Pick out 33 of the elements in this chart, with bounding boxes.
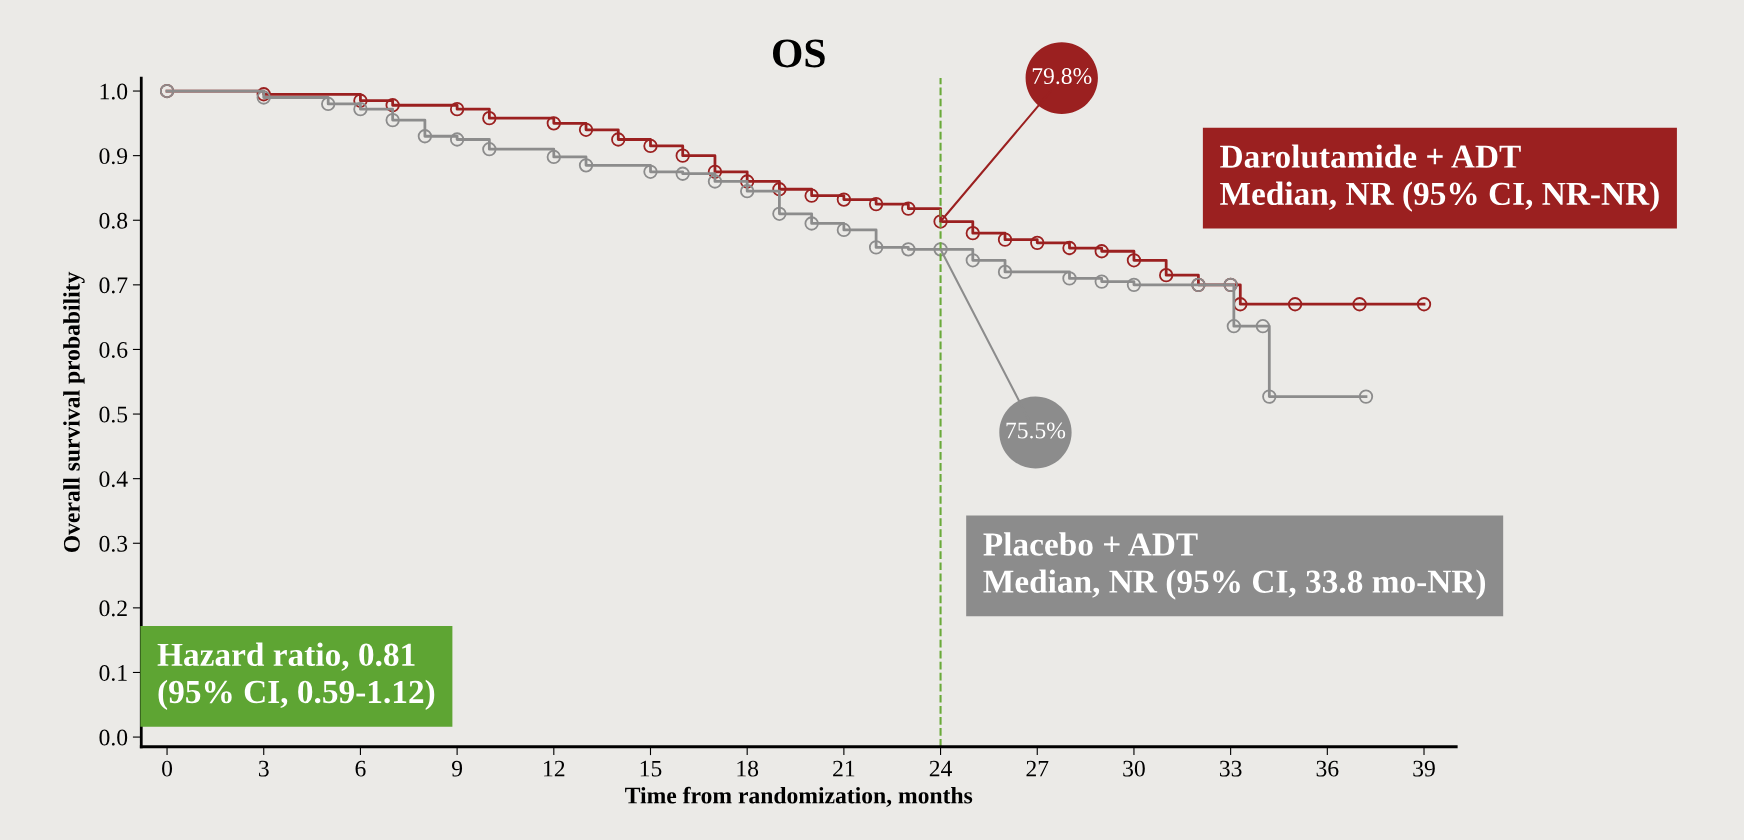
x-tick-label: 21 <box>833 760 855 777</box>
y-axis-title: Overall survival probability <box>63 271 85 553</box>
y-tick-label: 0.6 <box>99 341 128 358</box>
x-tick-label: 6 <box>355 760 366 777</box>
x-tick-label: 24 <box>929 760 952 777</box>
y-tick-label: 0.5 <box>99 406 128 423</box>
x-tick-label: 39 <box>1413 760 1435 777</box>
y-tick-label: 0.3 <box>99 535 128 552</box>
x-tick-label: 33 <box>1219 760 1242 777</box>
annotation: Placebo + ADT Median, NR (95% CI, 33.8 mo-NR) <box>983 532 1486 600</box>
y-tick-label: 0.9 <box>99 148 128 165</box>
y-tick-label: 0.0 <box>99 729 128 746</box>
annotation: 75.5% <box>1006 422 1066 439</box>
annotation: Darolutamide + ADT Median, NR (95% CI, NR-NR) <box>1220 144 1659 212</box>
x-tick-label: 30 <box>1123 760 1145 777</box>
y-tick-label: 0.7 <box>99 277 128 294</box>
y-tick-label: 1.0 <box>100 83 128 100</box>
annotation: 79.8% <box>1032 68 1092 85</box>
x-tick-label: 18 <box>737 760 759 777</box>
x-tick-label: 27 <box>1026 760 1049 777</box>
x-tick-label: 0 <box>162 760 173 777</box>
annotation: Hazard ratio, 0.81 (95% CI, 0.59-1.12) <box>157 642 435 710</box>
x-tick-label: 15 <box>640 760 662 777</box>
x-tick-label: 12 <box>544 760 565 777</box>
y-tick-label: 0.4 <box>99 471 128 488</box>
chart-title: OS <box>773 39 825 68</box>
x-tick-label: 36 <box>1316 760 1339 777</box>
y-tick-label: 0.1 <box>99 664 127 681</box>
x-axis-title: Time from randomization, months <box>625 786 973 807</box>
x-tick-label: 9 <box>451 760 463 777</box>
y-tick-label: 0.8 <box>99 212 128 229</box>
y-tick-label: 0.2 <box>99 600 127 617</box>
x-tick-label: 3 <box>258 760 269 777</box>
